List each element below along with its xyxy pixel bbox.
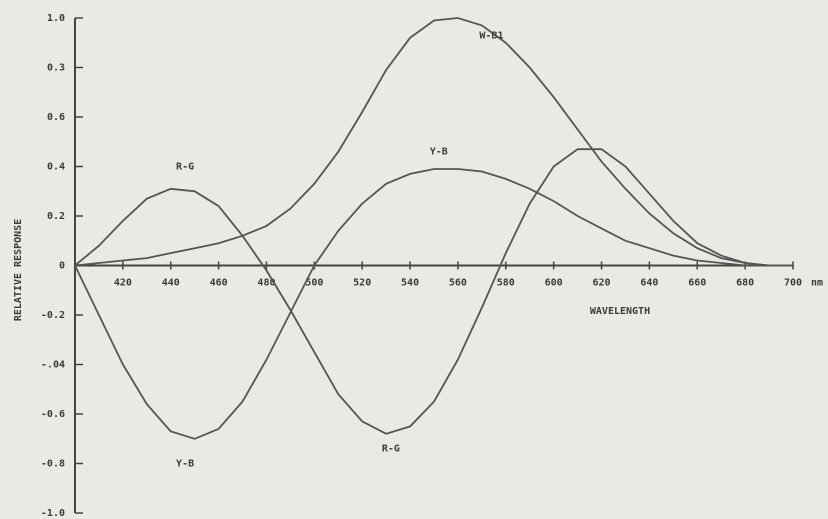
x-tick-label: 560 xyxy=(449,278,467,289)
x-tick-label: 540 xyxy=(401,278,419,289)
curve xyxy=(74,17,793,267)
y-tick-label: 0.6 xyxy=(47,112,65,123)
x-tick-label: 520 xyxy=(353,278,371,289)
y-axis-label: RELATIVE RESPONSE xyxy=(13,219,24,321)
x-tick-label: 420 xyxy=(114,278,132,289)
x-tick-label: 680 xyxy=(736,278,754,289)
x-axis-label: WAVELENGTH xyxy=(590,306,650,317)
y-tick-label: 0.4 xyxy=(47,162,65,173)
curve xyxy=(74,168,793,440)
y-tick-label: 0.2 xyxy=(47,211,65,222)
y-tick-label: 0 xyxy=(59,261,65,272)
y-tick-label: -0.6 xyxy=(41,409,65,420)
curve-label: R-G xyxy=(176,162,194,173)
x-tick-label: 580 xyxy=(497,278,515,289)
curve-label: R-G xyxy=(382,444,400,455)
x-tick-label: 600 xyxy=(545,278,563,289)
x-tick-label: 460 xyxy=(210,278,228,289)
y-tick-label: -.04 xyxy=(41,360,65,371)
y-tick-label: -0.8 xyxy=(41,459,65,470)
x-tick-label: 480 xyxy=(257,278,275,289)
x-tick-label: 640 xyxy=(640,278,658,289)
x-unit: nm xyxy=(811,278,823,289)
x-tick-label: 660 xyxy=(688,278,706,289)
x-tick-label: 440 xyxy=(162,278,180,289)
curve xyxy=(74,148,793,435)
y-tick-label: -1.0 xyxy=(41,508,65,519)
curve-label: Y-B xyxy=(176,459,194,470)
x-tick-label: 620 xyxy=(593,278,611,289)
curve-label: W-B1 xyxy=(479,30,503,41)
y-tick-label: 0.3 xyxy=(47,63,65,74)
curve-label: Y-B xyxy=(430,147,448,158)
x-tick-label: 700 xyxy=(784,278,802,289)
x-tick-label: 500 xyxy=(305,278,323,289)
y-tick-label: 1.0 xyxy=(47,13,65,24)
y-tick-label: -0.2 xyxy=(41,310,65,321)
